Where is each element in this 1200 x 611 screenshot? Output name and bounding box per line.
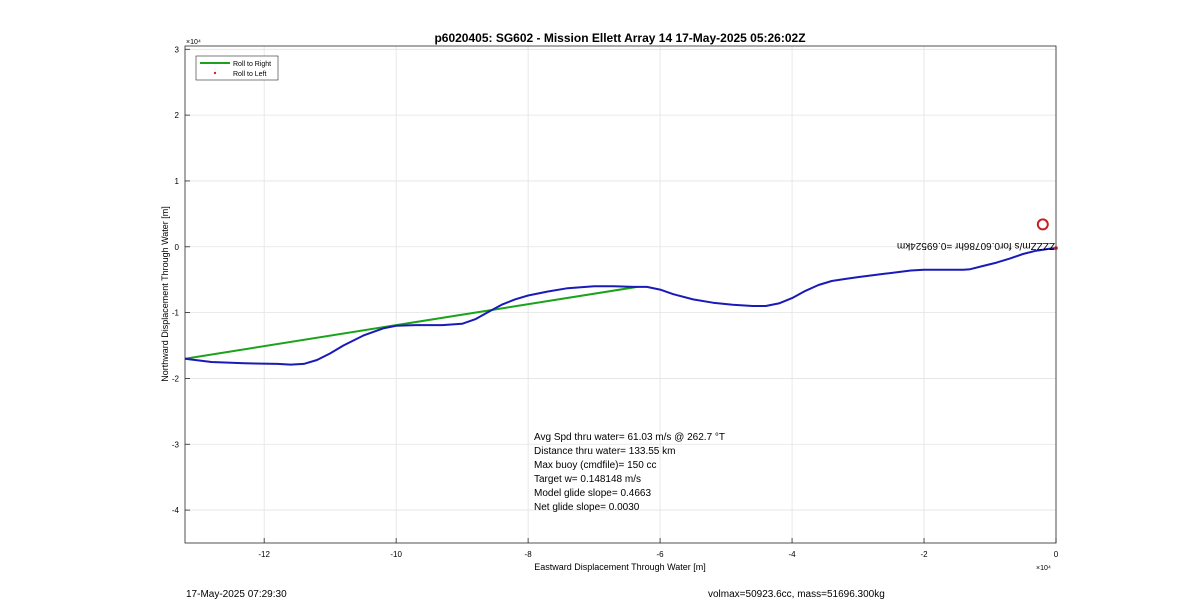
x-tick-label: -8 <box>525 550 533 559</box>
legend-roll-left-label: Roll to Left <box>233 71 267 78</box>
legend: Roll to Right Roll to Left <box>195 55 279 81</box>
x-tick-label: -6 <box>657 550 665 559</box>
x-tick-label: -10 <box>390 550 402 559</box>
current-position-marker <box>1036 218 1049 231</box>
stat-target-w: Target w= 0.148148 m/s <box>534 474 641 485</box>
y-tick-label: -3 <box>172 440 180 449</box>
plot-area <box>185 46 1056 543</box>
y-tick-label: -2 <box>172 374 180 383</box>
y-tick-label: -4 <box>172 506 180 515</box>
legend-box <box>195 55 279 81</box>
stat-net-glide: Net glide slope= 0.0030 <box>534 502 640 513</box>
legend-roll-left-swatch <box>213 71 217 75</box>
y-tick-label: 2 <box>175 111 180 120</box>
plot-frame <box>184 45 1057 544</box>
x-tick-label: -12 <box>258 550 270 559</box>
mirrored-current-annotation: ZZZZm/s for0.60786hr =0.69524km <box>897 240 1055 251</box>
stat-model-glide: Model glide slope= 0.4663 <box>534 488 651 499</box>
x-tick-label: -2 <box>920 550 928 559</box>
stat-distance: Distance thru water= 133.55 km <box>534 446 675 457</box>
y-exponent-label: ×10⁴ <box>186 39 201 46</box>
chart-title: p6020405: SG602 - Mission Ellett Array 1… <box>434 31 805 45</box>
stat-max-buoy: Max buoy (cmdfile)= 150 cc <box>534 460 657 471</box>
x-exponent-label: ×10⁴ <box>1036 565 1051 572</box>
series-roll-to-right-line <box>184 285 638 360</box>
y-tick-label: 3 <box>175 45 180 54</box>
series-track-line <box>184 247 1057 366</box>
x-axis-label: Eastward Displacement Through Water [m] <box>534 562 706 572</box>
grid <box>185 46 1057 543</box>
y-axis-label: Northward Displacement Through Water [m] <box>160 206 170 382</box>
stats-block: Avg Spd thru water= 61.03 m/s @ 262.7 °T… <box>534 432 725 513</box>
stat-avg-speed: Avg Spd thru water= 61.03 m/s @ 262.7 °T <box>534 432 725 443</box>
x-tick-label: 0 <box>1054 550 1059 559</box>
y-tick-label: 1 <box>175 177 180 186</box>
x-tick-label: -4 <box>788 550 796 559</box>
y-tick-label: -1 <box>172 309 180 318</box>
legend-roll-right-label: Roll to Right <box>233 61 271 68</box>
footer-timestamp: 17-May-2025 07:29:30 <box>186 589 287 600</box>
y-tick-label: 0 <box>175 243 180 252</box>
footer-volume-mass: volmax=50923.6cc, mass=51696.300kg <box>708 589 885 600</box>
